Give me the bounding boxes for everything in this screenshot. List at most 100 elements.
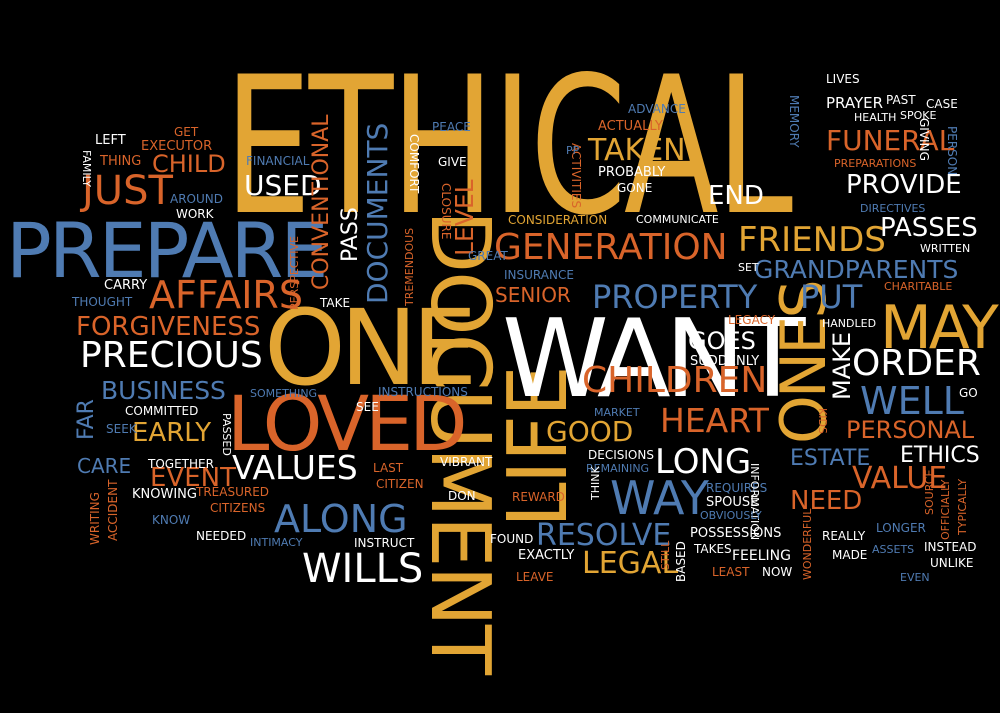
word-intimacy: INTIMACY	[250, 536, 303, 549]
word-children: CHILDREN	[582, 360, 768, 401]
word-even: EVEN	[900, 571, 930, 584]
word-committed: COMMITTED	[125, 404, 199, 418]
word-reward: REWARD	[512, 490, 565, 504]
word-remaining: REMAINING	[586, 462, 650, 475]
word-taken: TAKEN	[588, 133, 686, 168]
word-don: DON	[448, 489, 476, 503]
word-resolve: RESOLVE	[536, 518, 672, 553]
word-consideration: CONSIDERATION	[508, 213, 608, 227]
word-needed: NEEDED	[196, 529, 247, 543]
word-documents: DOCUMENTS	[361, 122, 394, 304]
word-heart: HEART	[660, 401, 769, 440]
word-person: PERSON	[945, 126, 959, 176]
word-far: FAR	[74, 399, 99, 440]
word-passes: PASSES	[880, 213, 978, 243]
word-legal: LEGAL	[582, 546, 679, 581]
word-ethical: ETHICAL	[224, 36, 793, 257]
word-used: USED	[244, 169, 322, 202]
word-communicate: COMMUNICATE	[636, 213, 719, 226]
word-estate: ESTATE	[790, 446, 871, 471]
word-made: MADE	[832, 548, 868, 562]
word-get: GET	[174, 125, 199, 139]
word-feeling: FEELING	[732, 548, 791, 564]
word-generation: GENERATION	[494, 227, 728, 268]
word-child: CHILD	[152, 150, 226, 178]
word-wonderful: WONDERFUL	[801, 508, 814, 580]
word-prepare: PREPARE	[6, 206, 328, 295]
word-pass: PASS	[338, 207, 363, 262]
word-written: WRITTEN	[920, 242, 971, 255]
word-directives: DIRECTIVES	[860, 202, 926, 215]
word-now: NOW	[762, 565, 793, 579]
word-end: END	[708, 181, 764, 211]
word-executor: EXECUTOR	[141, 139, 213, 154]
word-gone: GONE	[617, 181, 653, 195]
word-officially: OFFICIALLY	[939, 479, 952, 540]
word-goes: GOES	[688, 327, 756, 355]
word-good: GOOD	[546, 415, 634, 448]
word-level: LEVEL	[450, 179, 479, 256]
word-take: TAKE	[320, 296, 351, 310]
word-last: LAST	[373, 461, 404, 475]
word-citizen: CITIZEN	[376, 477, 424, 491]
word-unlike: UNLIKE	[930, 556, 974, 570]
word-just: JUST	[82, 168, 173, 214]
word-exactly: EXACTLY	[518, 548, 575, 563]
word-senior: SENIOR	[495, 283, 571, 307]
word-requires: REQUIRES	[706, 481, 768, 495]
word-work: WORK	[176, 207, 214, 221]
word-great: GREAT	[468, 249, 508, 263]
word-property: PROPERTY	[592, 278, 758, 316]
word-charitable: CHARITABLE	[884, 280, 953, 293]
word-make: MAKE	[828, 331, 856, 400]
word-handled: HANDLED	[822, 317, 877, 330]
word-comfort: COMFORT	[407, 134, 421, 194]
word-tremendous: TREMENDOUS	[403, 227, 416, 306]
word-insurance: INSURANCE	[504, 268, 574, 282]
word-decisions: DECISIONS	[588, 448, 654, 462]
word-put: PUT	[800, 278, 863, 316]
word-spouse: SPOUSE	[706, 495, 759, 510]
word-go: GO	[959, 386, 978, 400]
word-forgiveness: FORGIVENESS	[76, 312, 261, 342]
word-ethics: ETHICS	[900, 443, 980, 468]
word-health: HEALTH	[854, 111, 897, 124]
word-value: VALUE	[852, 461, 948, 496]
word-writing: WRITING	[88, 492, 102, 545]
word-passed: PASSED	[220, 413, 233, 456]
word-prayer: PRAYER	[826, 94, 884, 112]
word-values: VALUES	[232, 448, 358, 487]
word-leave: LEAVE	[516, 570, 554, 584]
word-probably: PROBABLY	[598, 165, 666, 180]
word-obviously: OBVIOUSLY	[700, 509, 762, 522]
word-conventional: CONVENTIONAL	[309, 114, 334, 290]
word-precious: PRECIOUS	[80, 335, 263, 376]
word-think: THINK	[589, 466, 602, 500]
word-carry: CARRY	[104, 278, 148, 293]
word-left: LEFT	[95, 133, 126, 148]
word-giving: GIVING	[917, 118, 931, 161]
word-early: EARLY	[132, 418, 212, 448]
word-something: SOMETHING	[250, 387, 318, 400]
word-friends: FRIENDS	[738, 220, 886, 260]
word-around: AROUND	[170, 192, 223, 206]
word-well: WELL	[860, 379, 964, 423]
word-typically: TYPICALLY	[956, 478, 969, 535]
word-assets: ASSETS	[872, 543, 915, 556]
word-thing: THING	[100, 154, 142, 169]
word-pp: PP	[566, 144, 580, 157]
word-affairs: AFFAIRS	[149, 273, 303, 317]
word-based: BASED	[674, 541, 688, 582]
word-business: BUSINESS	[101, 376, 226, 405]
word-wills: WILLS	[302, 546, 424, 592]
word-set: SET	[738, 261, 759, 274]
word-citizens: CITIZENS	[210, 501, 266, 515]
word-actually: ACTUALLY	[598, 119, 663, 134]
word-provide: PROVIDE	[846, 170, 962, 200]
word-spoke: SPOKE	[900, 109, 937, 122]
word-preparations: PREPARATIONS	[834, 157, 917, 170]
word-instruct: INSTRUCT	[354, 536, 415, 550]
word-thought: THOUGHT	[72, 295, 133, 309]
word-need: NEED	[790, 486, 863, 516]
